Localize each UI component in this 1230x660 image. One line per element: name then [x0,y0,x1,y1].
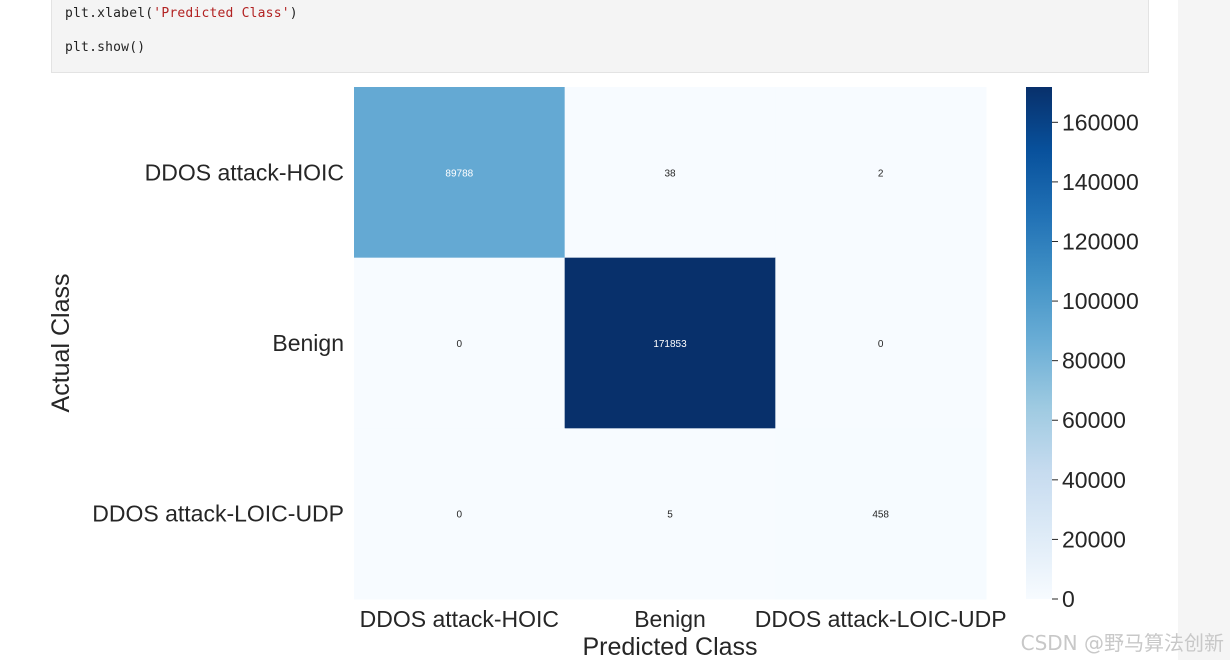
colorbar [1026,87,1052,599]
colorbar-tick-label: 0 [1062,586,1075,612]
x-tick-label: DDOS attack-HOIC [360,606,559,632]
cell-value-label: 0 [878,339,884,350]
colorbar-tick-label: 140000 [1062,169,1139,195]
cell-value-label: 0 [457,510,463,521]
x-axis-title: Predicted Class [582,633,757,660]
watermark: CSDN @野马算法创新 [1020,631,1224,655]
colorbar-tick-label: 80000 [1062,348,1126,374]
heatmap-cell [564,257,776,429]
y-tick-label: DDOS attack-LOIC-UDP [92,501,344,527]
y-axis-title: Actual Class [47,274,75,413]
x-tick-labels: DDOS attack-HOIC Benign DDOS attack-LOIC-U… [360,606,1007,632]
x-tick-label: Benign [634,606,706,632]
code-line: plt.show() [65,40,146,55]
heatmap-cell [354,87,566,259]
cell-value-label: 89788 [445,168,473,179]
heatmap-cell [775,87,987,259]
colorbar-tick-label: 100000 [1062,288,1139,314]
page-right-margin [1178,0,1230,660]
cell-value-label: 2 [878,168,884,179]
colorbar-tick-label: 20000 [1062,526,1126,552]
cell-value-label: 5 [667,510,673,521]
heatmap-cell [354,257,566,429]
cell-annotations: 89788 38 2 0 171853 0 0 5 458 [445,168,889,520]
cell-value-label: 0 [457,339,463,350]
cell-value-label: 38 [664,168,676,179]
y-tick-labels: DDOS attack-HOIC Benign DDOS attack-LOIC-U… [92,159,344,526]
y-tick-label: Benign [272,330,344,356]
heatmap-cells [354,87,987,600]
colorbar-tick-label: 40000 [1062,467,1126,493]
heatmap-cell [775,428,987,600]
colorbar-ticks: 0 20000 40000 60000 80000 100000 120000 140000 1… [1052,109,1139,612]
cell-value-label: 458 [872,510,889,521]
colorbar-tick-label: 120000 [1062,228,1139,254]
heatmap-cell [354,428,566,600]
colorbar-tick-label: 160000 [1062,109,1139,135]
heatmap-cell [564,87,776,259]
x-tick-label: DDOS attack-LOIC-UDP [755,606,1007,632]
heatmap-cell [775,257,987,429]
heatmap-cell [564,428,776,600]
cell-value-label: 171853 [653,339,687,350]
y-tick-label: DDOS attack-HOIC [145,159,344,185]
code-cell[interactable]: plt.xlabel('Predicted Class') plt.show() [51,0,1149,73]
code-line: plt.xlabel('Predicted Class') [65,6,298,21]
colorbar-tick-label: 60000 [1062,407,1126,433]
